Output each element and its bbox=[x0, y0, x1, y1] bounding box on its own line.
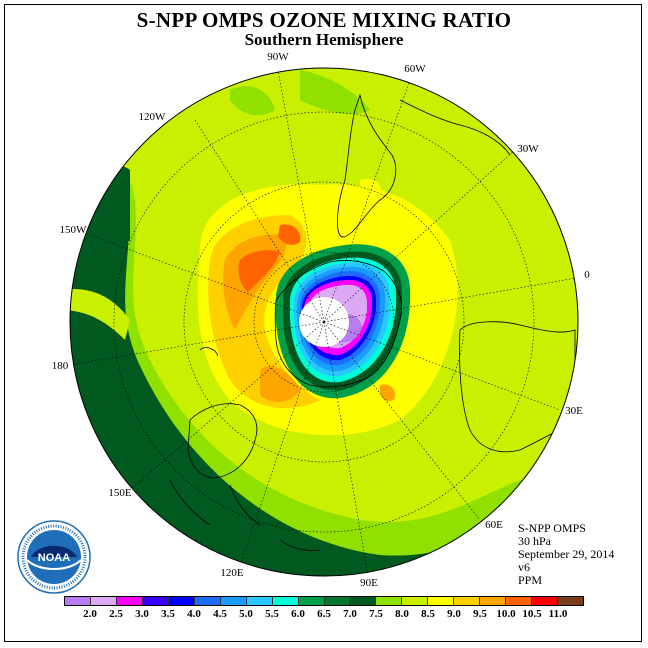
lon-label-0: 0 bbox=[584, 269, 590, 281]
lon-label-30e: 30E bbox=[565, 405, 583, 417]
field-8p5-right bbox=[400, 326, 436, 369]
color-swatch bbox=[90, 597, 117, 605]
color-scale-tick-label: 4.5 bbox=[213, 608, 227, 620]
color-scale-tick-label: 3.5 bbox=[161, 608, 175, 620]
units-label: PPM bbox=[518, 573, 543, 587]
color-scale-tick-label: 9.5 bbox=[473, 608, 487, 620]
logo-lettering-ring bbox=[21, 524, 87, 590]
color-swatch bbox=[194, 597, 221, 605]
color-scale-tick-label: 7.0 bbox=[343, 608, 357, 620]
coastlines bbox=[169, 93, 576, 551]
product-version: v6 bbox=[518, 560, 530, 574]
longitude-labels: 90W 60W 120W 30W 150W 0 180 30E 150E 60E… bbox=[52, 51, 591, 589]
field-9p5-small bbox=[379, 384, 396, 402]
color-scale-ticks: 2.0 2.5 3.0 3.5 4.0 4.5 5.0 5.5 6.0 6.5 7.0 7.5 8.0 8… bbox=[64, 608, 584, 622]
field-lighter-patch bbox=[70, 289, 130, 340]
logo-bird-icon bbox=[31, 545, 77, 557]
color-swatch bbox=[220, 597, 247, 605]
color-scale-tick-label: 5.0 bbox=[239, 608, 253, 620]
color-swatch bbox=[402, 597, 429, 605]
map-boundary bbox=[69, 67, 579, 577]
color-swatch bbox=[480, 597, 507, 605]
logo-text: NOAA bbox=[38, 552, 70, 564]
field-9p5-lower bbox=[260, 366, 300, 402]
color-scale-tick-label: 6.5 bbox=[317, 608, 331, 620]
lon-label-30w: 30W bbox=[517, 143, 539, 155]
field-10-patch-b bbox=[278, 224, 301, 245]
color-scale-tick-label: 7.5 bbox=[369, 608, 383, 620]
field-top-7p5-b bbox=[230, 86, 275, 116]
noaa-logo: NOAA bbox=[17, 520, 91, 594]
map-subtitle: Southern Hemisphere bbox=[244, 30, 404, 49]
field-top-7p5 bbox=[300, 70, 370, 115]
color-scale-tick-label: 10.0 bbox=[496, 608, 516, 620]
instrument-label: S-NPP OMPS bbox=[518, 521, 586, 535]
lon-label-60e: 60E bbox=[485, 519, 503, 531]
color-swatch bbox=[65, 597, 91, 605]
lon-label-180: 180 bbox=[52, 360, 69, 372]
field-10-patch bbox=[238, 250, 280, 292]
map-frame bbox=[4, 4, 642, 642]
observation-date: September 29, 2014 bbox=[518, 547, 615, 561]
color-scale-tick-label: 4.0 bbox=[187, 608, 201, 620]
color-swatch bbox=[324, 597, 351, 605]
color-scale-tick-label: 6.0 bbox=[291, 608, 305, 620]
color-scale-tick-label: 8.0 bbox=[395, 608, 409, 620]
lon-label-120w: 120W bbox=[139, 111, 167, 123]
color-swatch bbox=[116, 597, 143, 605]
color-swatch bbox=[532, 597, 559, 605]
color-scale-tick-label: 8.5 bbox=[421, 608, 435, 620]
ozone-field bbox=[70, 68, 578, 576]
color-scale-tick-label: 3.0 bbox=[135, 608, 149, 620]
map-title: S-NPP OMPS OZONE MIXING RATIO bbox=[136, 8, 512, 32]
color-swatch bbox=[506, 597, 533, 605]
color-swatch bbox=[298, 597, 325, 605]
color-scale-tick-label: 10.5 bbox=[522, 608, 542, 620]
color-scale-tick-label: 9.0 bbox=[447, 608, 461, 620]
color-scale-tick-label: 5.5 bbox=[265, 608, 279, 620]
color-scale-bar bbox=[64, 596, 584, 606]
color-scale-tick-label: 11.0 bbox=[548, 608, 568, 620]
color-swatch bbox=[246, 597, 273, 605]
color-scale-tick-label: 2.5 bbox=[109, 608, 123, 620]
color-swatch bbox=[558, 597, 584, 605]
lon-label-150e: 150E bbox=[108, 487, 132, 499]
color-scale-tick-label: 2.0 bbox=[83, 608, 97, 620]
product-info: S-NPP OMPS 30 hPa September 29, 2014 v6 … bbox=[518, 522, 614, 587]
color-swatch bbox=[142, 597, 169, 605]
color-swatch bbox=[350, 597, 377, 605]
lon-label-90e: 90E bbox=[360, 577, 378, 589]
color-swatch bbox=[454, 597, 481, 605]
lon-label-120e: 120E bbox=[220, 567, 244, 579]
pressure-level: 30 hPa bbox=[518, 534, 551, 548]
lon-label-60w: 60W bbox=[404, 63, 426, 75]
color-swatch bbox=[428, 597, 455, 605]
lon-label-90w: 90W bbox=[267, 51, 289, 63]
graticule bbox=[70, 69, 577, 576]
color-swatch bbox=[376, 597, 403, 605]
lon-label-150w: 150W bbox=[60, 224, 88, 236]
color-swatch bbox=[272, 597, 299, 605]
field-7-band bbox=[70, 160, 578, 576]
color-swatch bbox=[168, 597, 195, 605]
